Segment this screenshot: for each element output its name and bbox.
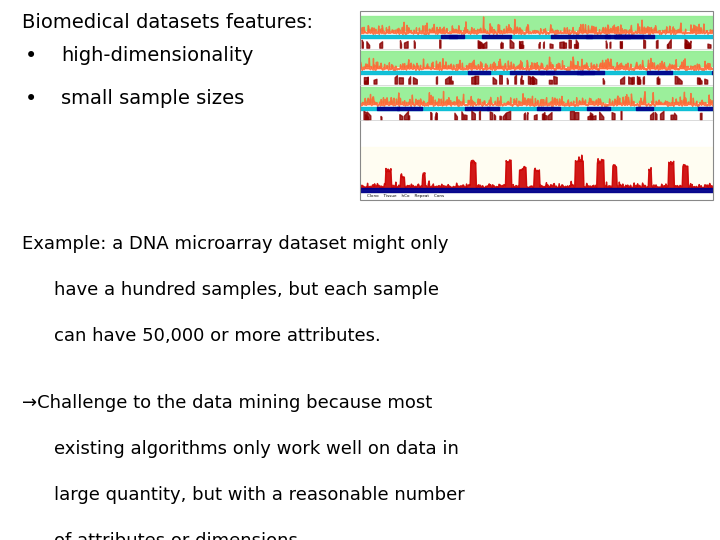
Text: •: • [25,89,37,109]
Text: Example: a DNA microarray dataset might only: Example: a DNA microarray dataset might … [22,235,448,253]
Text: can have 50,000 or more attributes.: can have 50,000 or more attributes. [54,327,381,345]
Text: Clono    Tissue    hCo    Repeat    Cons: Clono Tissue hCo Repeat Cons [367,194,444,198]
Text: of attributes or dimensions.: of attributes or dimensions. [54,532,304,540]
Text: small sample sizes: small sample sizes [61,89,245,108]
Text: •: • [25,46,37,66]
Text: high-dimensionality: high-dimensionality [61,46,253,65]
Text: Biomedical datasets features:: Biomedical datasets features: [22,14,312,32]
Text: large quantity, but with a reasonable number: large quantity, but with a reasonable nu… [54,486,464,504]
Text: have a hundred samples, but each sample: have a hundred samples, but each sample [54,281,439,299]
Text: →Challenge to the data mining because most: →Challenge to the data mining because mo… [22,394,432,412]
Text: existing algorithms only work well on data in: existing algorithms only work well on da… [54,440,459,458]
